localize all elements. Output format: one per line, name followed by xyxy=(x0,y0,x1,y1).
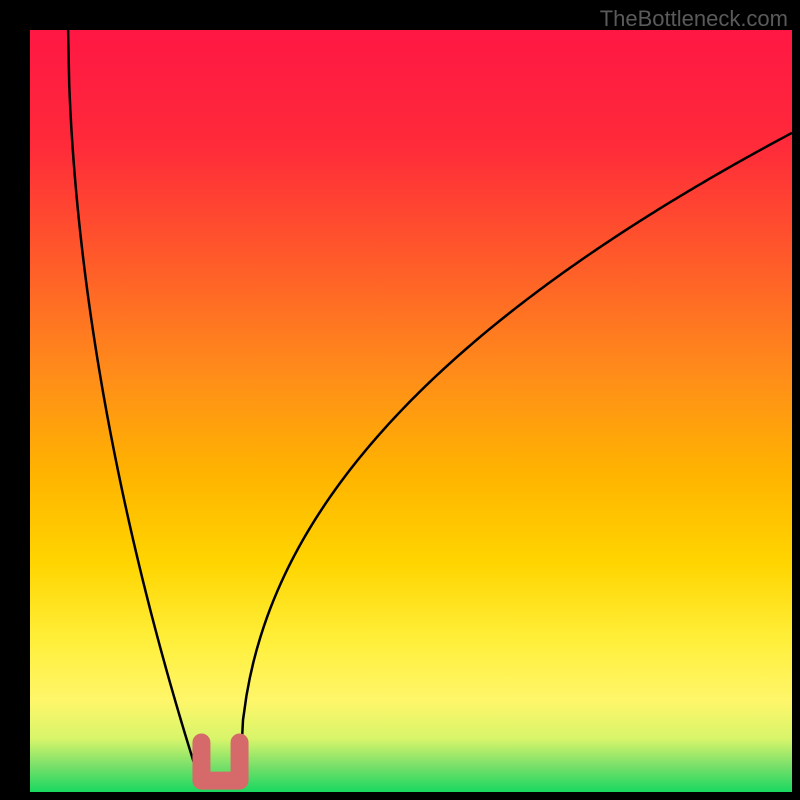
plot-background xyxy=(30,30,792,792)
chart-container: TheBottleneck.com xyxy=(0,0,800,800)
watermark-text: TheBottleneck.com xyxy=(600,6,788,32)
bottleneck-chart xyxy=(0,0,800,800)
